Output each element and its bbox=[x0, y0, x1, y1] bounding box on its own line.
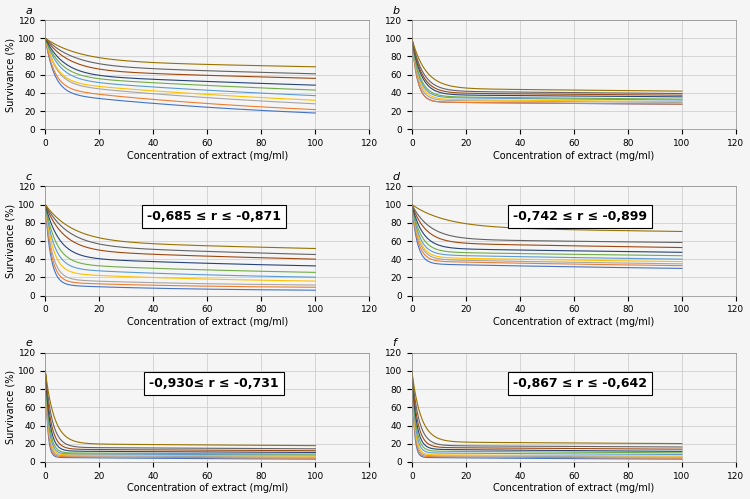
Text: b: b bbox=[392, 5, 400, 15]
Text: e: e bbox=[26, 338, 33, 348]
X-axis label: Concentration of extract (mg/ml): Concentration of extract (mg/ml) bbox=[494, 317, 655, 327]
Text: d: d bbox=[392, 172, 400, 182]
Y-axis label: Survivance (%): Survivance (%) bbox=[5, 204, 16, 278]
Text: f: f bbox=[392, 338, 396, 348]
Y-axis label: Survivance (%): Survivance (%) bbox=[5, 37, 16, 112]
Text: c: c bbox=[26, 172, 32, 182]
Text: -0,867 ≤ r ≤ -0,642: -0,867 ≤ r ≤ -0,642 bbox=[513, 377, 647, 390]
Text: -0,685 ≤ r ≤ -0,871: -0,685 ≤ r ≤ -0,871 bbox=[147, 211, 280, 224]
X-axis label: Concentration of extract (mg/ml): Concentration of extract (mg/ml) bbox=[127, 151, 288, 161]
Y-axis label: Survivance (%): Survivance (%) bbox=[5, 370, 16, 445]
X-axis label: Concentration of extract (mg/ml): Concentration of extract (mg/ml) bbox=[494, 151, 655, 161]
Text: -0,930≤ r ≤ -0,731: -0,930≤ r ≤ -0,731 bbox=[149, 377, 278, 390]
X-axis label: Concentration of extract (mg/ml): Concentration of extract (mg/ml) bbox=[494, 484, 655, 494]
Text: a: a bbox=[26, 5, 33, 15]
Text: -0,742 ≤ r ≤ -0,899: -0,742 ≤ r ≤ -0,899 bbox=[513, 211, 647, 224]
X-axis label: Concentration of extract (mg/ml): Concentration of extract (mg/ml) bbox=[127, 484, 288, 494]
X-axis label: Concentration of extract (mg/ml): Concentration of extract (mg/ml) bbox=[127, 317, 288, 327]
